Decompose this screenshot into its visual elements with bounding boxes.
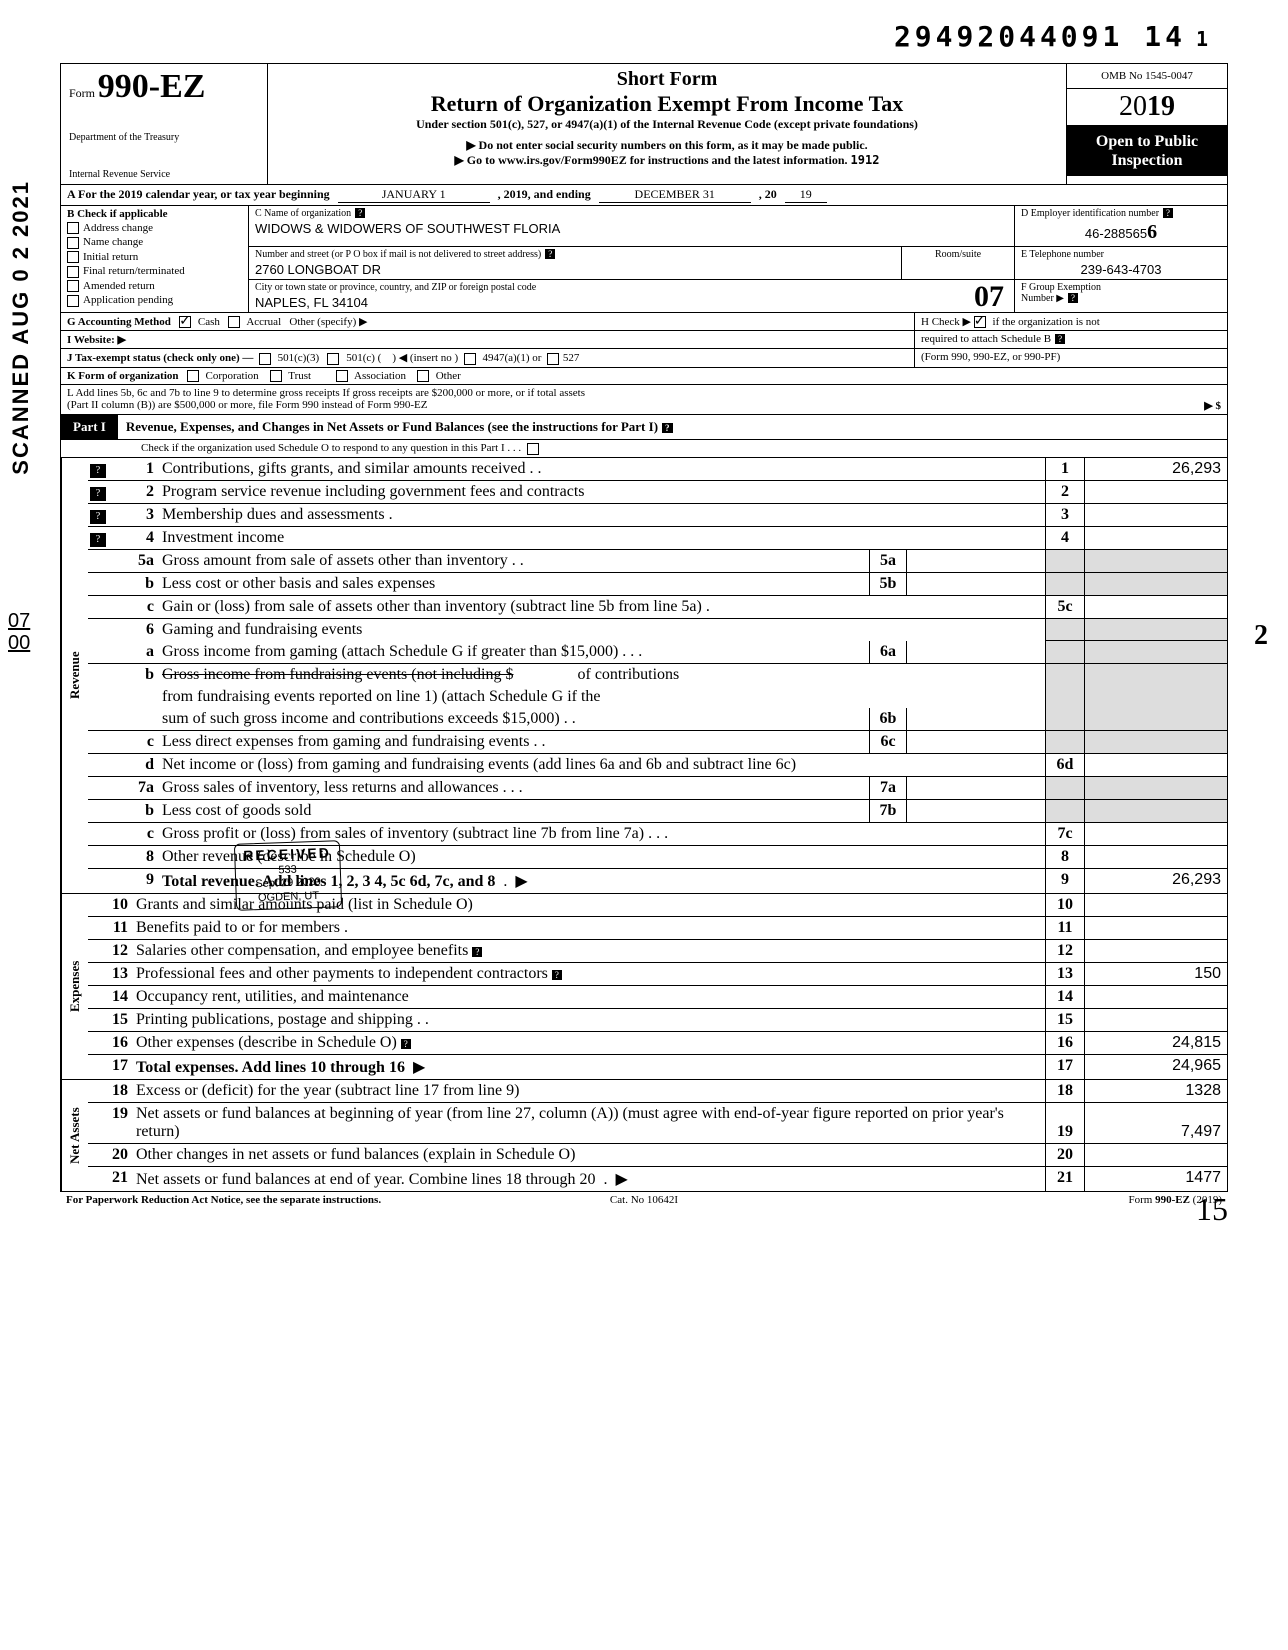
- row-h-schedule-b: H Check ▶ if the organization is not: [914, 313, 1227, 330]
- help-icon[interactable]: ?: [545, 249, 555, 259]
- handwritten-07: 07: [974, 280, 1004, 314]
- help-icon[interactable]: ?: [1163, 208, 1173, 218]
- chk-schedule-o-part-i[interactable]: [527, 443, 539, 455]
- help-icon[interactable]: ?: [662, 423, 673, 433]
- form-meta-box: OMB No 1545-0047 2019 Open to PublicInsp…: [1066, 64, 1227, 184]
- revenue-side-label: Revenue: [61, 458, 88, 893]
- chk-not-required-schedule-b[interactable]: [974, 316, 986, 328]
- help-icon[interactable]: ?: [472, 947, 482, 957]
- help-icon[interactable]: ?: [90, 487, 106, 501]
- form-footer: For Paperwork Reduction Act Notice, see …: [60, 1192, 1228, 1208]
- dln-number: 29492044091 141: [60, 20, 1228, 53]
- chk-amended-return[interactable]: [67, 280, 79, 292]
- net-assets-side-label: Net Assets: [61, 1080, 88, 1191]
- chk-association[interactable]: [336, 370, 348, 382]
- help-icon[interactable]: ?: [90, 533, 106, 547]
- line-9-total-revenue: 26,293: [1084, 869, 1227, 893]
- section-b-checkboxes: B Check if applicable Address change Nam…: [61, 206, 249, 312]
- row-l-gross-receipts: L Add lines 5b, 6c and 7b to line 9 to d…: [61, 385, 1227, 414]
- line-16-value: 24,815: [1084, 1032, 1227, 1054]
- form-990ez: Form 990-EZ Department of the Treasury I…: [60, 63, 1228, 1192]
- chk-cash[interactable]: [179, 316, 191, 328]
- chk-name-change[interactable]: [67, 237, 79, 249]
- chk-527[interactable]: [547, 353, 559, 365]
- chk-501c[interactable]: [327, 353, 339, 365]
- line-19-value: 7,497: [1084, 1103, 1227, 1143]
- chk-accrual[interactable]: [228, 316, 240, 328]
- help-icon[interactable]: ?: [1068, 293, 1078, 303]
- line-21-value: 1477: [1084, 1167, 1227, 1191]
- row-i-website: I Website: ▶: [61, 331, 914, 348]
- section-e-phone: E Telephone number 239-643-4703: [1014, 247, 1227, 279]
- row-j-tax-exempt: J Tax-exempt status (check only one) — 5…: [61, 349, 914, 366]
- part-i-check-note: Check if the organization used Schedule …: [61, 440, 1227, 456]
- line-13-value: 150: [1084, 963, 1227, 985]
- line-17-total-expenses: 24,965: [1084, 1055, 1227, 1079]
- page-number-handwritten: 15: [1196, 1191, 1228, 1228]
- help-icon[interactable]: ?: [355, 208, 365, 218]
- scanned-stamp: SCANNED AUG 0 2 2021: [8, 180, 34, 475]
- form-title-box: Short Form Return of Organization Exempt…: [268, 64, 1066, 184]
- margin-fraction: 0700: [8, 610, 30, 654]
- chk-address-change[interactable]: [67, 222, 79, 234]
- room-suite: Room/suite: [901, 247, 1014, 279]
- help-icon[interactable]: ?: [1055, 334, 1065, 344]
- help-icon[interactable]: ?: [401, 1039, 411, 1049]
- expenses-side-label: Expenses: [61, 894, 88, 1079]
- line-1-value: 26,293: [1084, 458, 1227, 480]
- form-id-box: Form 990-EZ Department of the Treasury I…: [61, 64, 268, 184]
- section-c-address: Number and street (or P O box if mail is…: [249, 247, 901, 279]
- row-k-form-of-org: K Form of organization Corporation Trust…: [61, 368, 1227, 384]
- section-c-name: C Name of organization? WIDOWS & WIDOWER…: [249, 206, 1014, 246]
- tax-year: 2019: [1067, 89, 1227, 126]
- chk-final-return[interactable]: [67, 266, 79, 278]
- form-number: 990-EZ: [98, 68, 206, 105]
- chk-other[interactable]: [417, 370, 429, 382]
- help-icon[interactable]: ?: [552, 970, 562, 980]
- chk-trust[interactable]: [270, 370, 282, 382]
- margin-handwrite-2: 2: [1254, 620, 1268, 652]
- chk-corporation[interactable]: [187, 370, 199, 382]
- row-g-accounting: G Accounting Method Cash Accrual Other (…: [61, 313, 914, 330]
- chk-initial-return[interactable]: [67, 251, 79, 263]
- part-i-header: Part I Revenue, Expenses, and Changes in…: [61, 415, 1227, 440]
- section-f-group-exemption: F Group Exemption Number ▶?: [1014, 280, 1227, 312]
- help-icon[interactable]: ?: [90, 464, 106, 478]
- help-icon[interactable]: ?: [90, 510, 106, 524]
- line-18-value: 1328: [1084, 1080, 1227, 1102]
- open-to-public: Open to PublicInspection: [1067, 126, 1227, 176]
- section-c-city: City or town state or province, country,…: [249, 280, 1014, 312]
- section-d-ein: D Employer identification number? 46-288…: [1014, 206, 1227, 246]
- omb-number: OMB No 1545-0047: [1067, 64, 1227, 89]
- chk-501c3[interactable]: [259, 353, 271, 365]
- chk-4947a1[interactable]: [464, 353, 476, 365]
- row-a-tax-year: A For the 2019 calendar year, or tax yea…: [61, 185, 1227, 206]
- chk-application-pending[interactable]: [67, 295, 79, 307]
